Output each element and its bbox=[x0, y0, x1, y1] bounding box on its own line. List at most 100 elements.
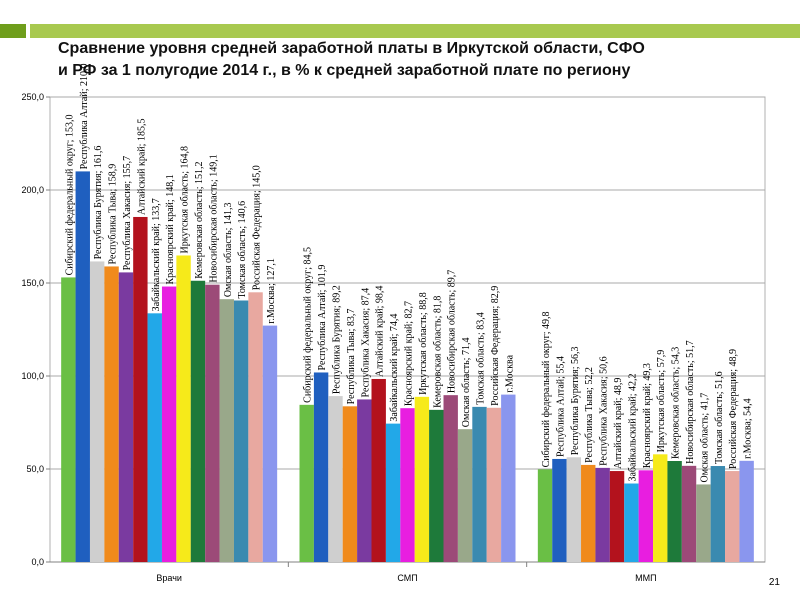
bar bbox=[371, 378, 386, 562]
bar bbox=[248, 292, 263, 562]
x-category-label: СМП bbox=[397, 573, 417, 583]
bar-data-label: Республика Тыва; 158,9 bbox=[108, 164, 119, 265]
bar-data-label: Томская область; 51,6 bbox=[714, 371, 725, 464]
bar bbox=[739, 460, 754, 562]
y-tick-label: 50,0 bbox=[26, 464, 44, 474]
header-accent-block bbox=[0, 24, 26, 38]
bar bbox=[696, 484, 711, 562]
page-number: 21 bbox=[768, 577, 780, 588]
bar-data-label: Республика Хакасия; 155,7 bbox=[122, 156, 133, 271]
bar-data-label: Республика Алтай; 101,9 bbox=[317, 265, 328, 371]
x-category-label: ММП bbox=[635, 573, 656, 583]
bar bbox=[624, 483, 639, 562]
bar bbox=[486, 407, 502, 562]
bar bbox=[219, 299, 234, 562]
bar-data-label: г.Москва; 54,4 bbox=[743, 398, 754, 458]
bar bbox=[342, 406, 358, 562]
bar bbox=[147, 313, 162, 562]
bar bbox=[205, 284, 220, 562]
bar-data-label: Республика Алтай; 210,0 bbox=[79, 64, 90, 170]
bar bbox=[161, 286, 177, 562]
bar-data-label: Республика Алтай; 55,4 bbox=[555, 356, 566, 457]
bar-data-label: Красноярский край; 82,7 bbox=[404, 301, 415, 406]
bar bbox=[414, 396, 430, 562]
bar-data-label: Томская область; 140,6 bbox=[237, 201, 248, 299]
bar bbox=[566, 457, 582, 562]
bar-data-label: Республика Тыва; 83,7 bbox=[346, 309, 357, 405]
bar-data-label: Омская область; 141,3 bbox=[223, 203, 234, 298]
bar-data-label: Иркутская область; 88,8 bbox=[418, 292, 429, 395]
bar-data-label: Красноярский край; 49,3 bbox=[642, 363, 653, 468]
bar-data-label: Новосибирская область; 89,7 bbox=[447, 270, 458, 393]
bar bbox=[176, 255, 191, 563]
bar bbox=[457, 429, 473, 562]
bar bbox=[501, 394, 516, 562]
y-tick-label: 250,0 bbox=[21, 92, 44, 102]
bar-data-label: Новосибирская область; 51,7 bbox=[685, 340, 696, 463]
bar-data-label: Забайкальский край; 74,4 bbox=[389, 314, 400, 422]
bar bbox=[400, 408, 415, 562]
bar-data-label: Российская Федерация; 145,0 bbox=[252, 165, 263, 290]
bar bbox=[357, 399, 372, 562]
bar-data-label: Республика Бурятия; 89,2 bbox=[332, 285, 343, 394]
y-tick-label: 150,0 bbox=[21, 278, 44, 288]
bar-data-label: г.Москва bbox=[504, 354, 515, 392]
y-tick-label: 0,0 bbox=[31, 557, 44, 567]
bar-data-label: Томская область; 83,4 bbox=[476, 312, 487, 405]
bar-data-label: Сибирский федеральный округ; 153,0 bbox=[64, 115, 75, 276]
header-accent-bar bbox=[0, 24, 800, 38]
bar bbox=[313, 372, 329, 562]
bar bbox=[262, 325, 278, 562]
bar-data-label: Кемеровская область; 151,2 bbox=[194, 162, 205, 279]
bar-data-label: Алтайский край; 98,4 bbox=[375, 286, 386, 377]
bar-data-label: Кемеровская область; 81,8 bbox=[432, 296, 443, 408]
y-tick-label: 200,0 bbox=[21, 185, 44, 195]
bar-data-label: Кемеровская область; 54,3 bbox=[671, 347, 682, 459]
slide-title: Сравнение уровня средней заработной плат… bbox=[58, 38, 778, 82]
bar bbox=[472, 406, 487, 562]
bar-data-label: Республика Хакасия; 50,6 bbox=[599, 356, 610, 466]
bar bbox=[385, 423, 401, 562]
bar-data-label: Иркутская область; 164,8 bbox=[180, 146, 191, 254]
y-tick-label: 100,0 bbox=[21, 371, 44, 381]
bar-data-label: Новосибирская область; 149,1 bbox=[208, 154, 219, 282]
bar-data-label: Республика Бурятия; 161,6 bbox=[93, 146, 104, 260]
bar bbox=[552, 458, 567, 562]
bar bbox=[681, 465, 697, 562]
bar-data-label: Российская Федерация; 48,9 bbox=[728, 349, 739, 469]
bar-data-label: Забайкальский край; 42,2 bbox=[627, 373, 638, 481]
bar bbox=[638, 470, 654, 562]
bar bbox=[429, 409, 444, 562]
bar bbox=[581, 464, 596, 562]
bar bbox=[61, 277, 76, 562]
header-accent-stripe bbox=[30, 24, 800, 38]
bar-data-label: Красноярский край; 148,1 bbox=[165, 174, 176, 284]
bar-data-label: г.Москва; 127,1 bbox=[266, 258, 277, 323]
bar bbox=[328, 396, 343, 562]
bar-data-label: Российская Федерация; 82,9 bbox=[490, 286, 501, 406]
bar-data-label: Республика Тыва; 52,2 bbox=[584, 367, 595, 463]
bar bbox=[443, 395, 458, 562]
bar bbox=[710, 466, 726, 562]
bar-data-label: Алтайский край; 48,9 bbox=[613, 378, 624, 469]
bar-data-label: Забайкальский край; 133,7 bbox=[151, 198, 162, 311]
bar-data-label: Иркутская область; 57,9 bbox=[656, 350, 667, 453]
bar bbox=[609, 471, 625, 562]
bar bbox=[75, 171, 90, 562]
x-category-label: Врачи bbox=[156, 573, 182, 583]
slide-title-line-1: Сравнение уровня средней заработной плат… bbox=[58, 40, 645, 57]
bar bbox=[537, 469, 553, 562]
bar bbox=[653, 454, 668, 562]
bar bbox=[233, 300, 249, 562]
bar-data-label: Сибирский федеральный округ; 84,5 bbox=[303, 247, 314, 403]
bar bbox=[299, 404, 314, 562]
bar-data-label: Омская область; 71,4 bbox=[461, 338, 472, 428]
bar bbox=[667, 461, 682, 562]
bar-data-label: Республика Бурятия; 56,3 bbox=[570, 346, 581, 455]
slide-title-line-2: и РФ за 1 полугодие 2014 г., в % к средн… bbox=[58, 62, 631, 79]
bar bbox=[89, 261, 105, 562]
bar bbox=[133, 216, 148, 562]
bar bbox=[104, 266, 119, 562]
bar-data-label: Республика Хакасия; 87,4 bbox=[360, 288, 371, 398]
bar-data-label: Алтайский край; 185,5 bbox=[136, 119, 147, 215]
